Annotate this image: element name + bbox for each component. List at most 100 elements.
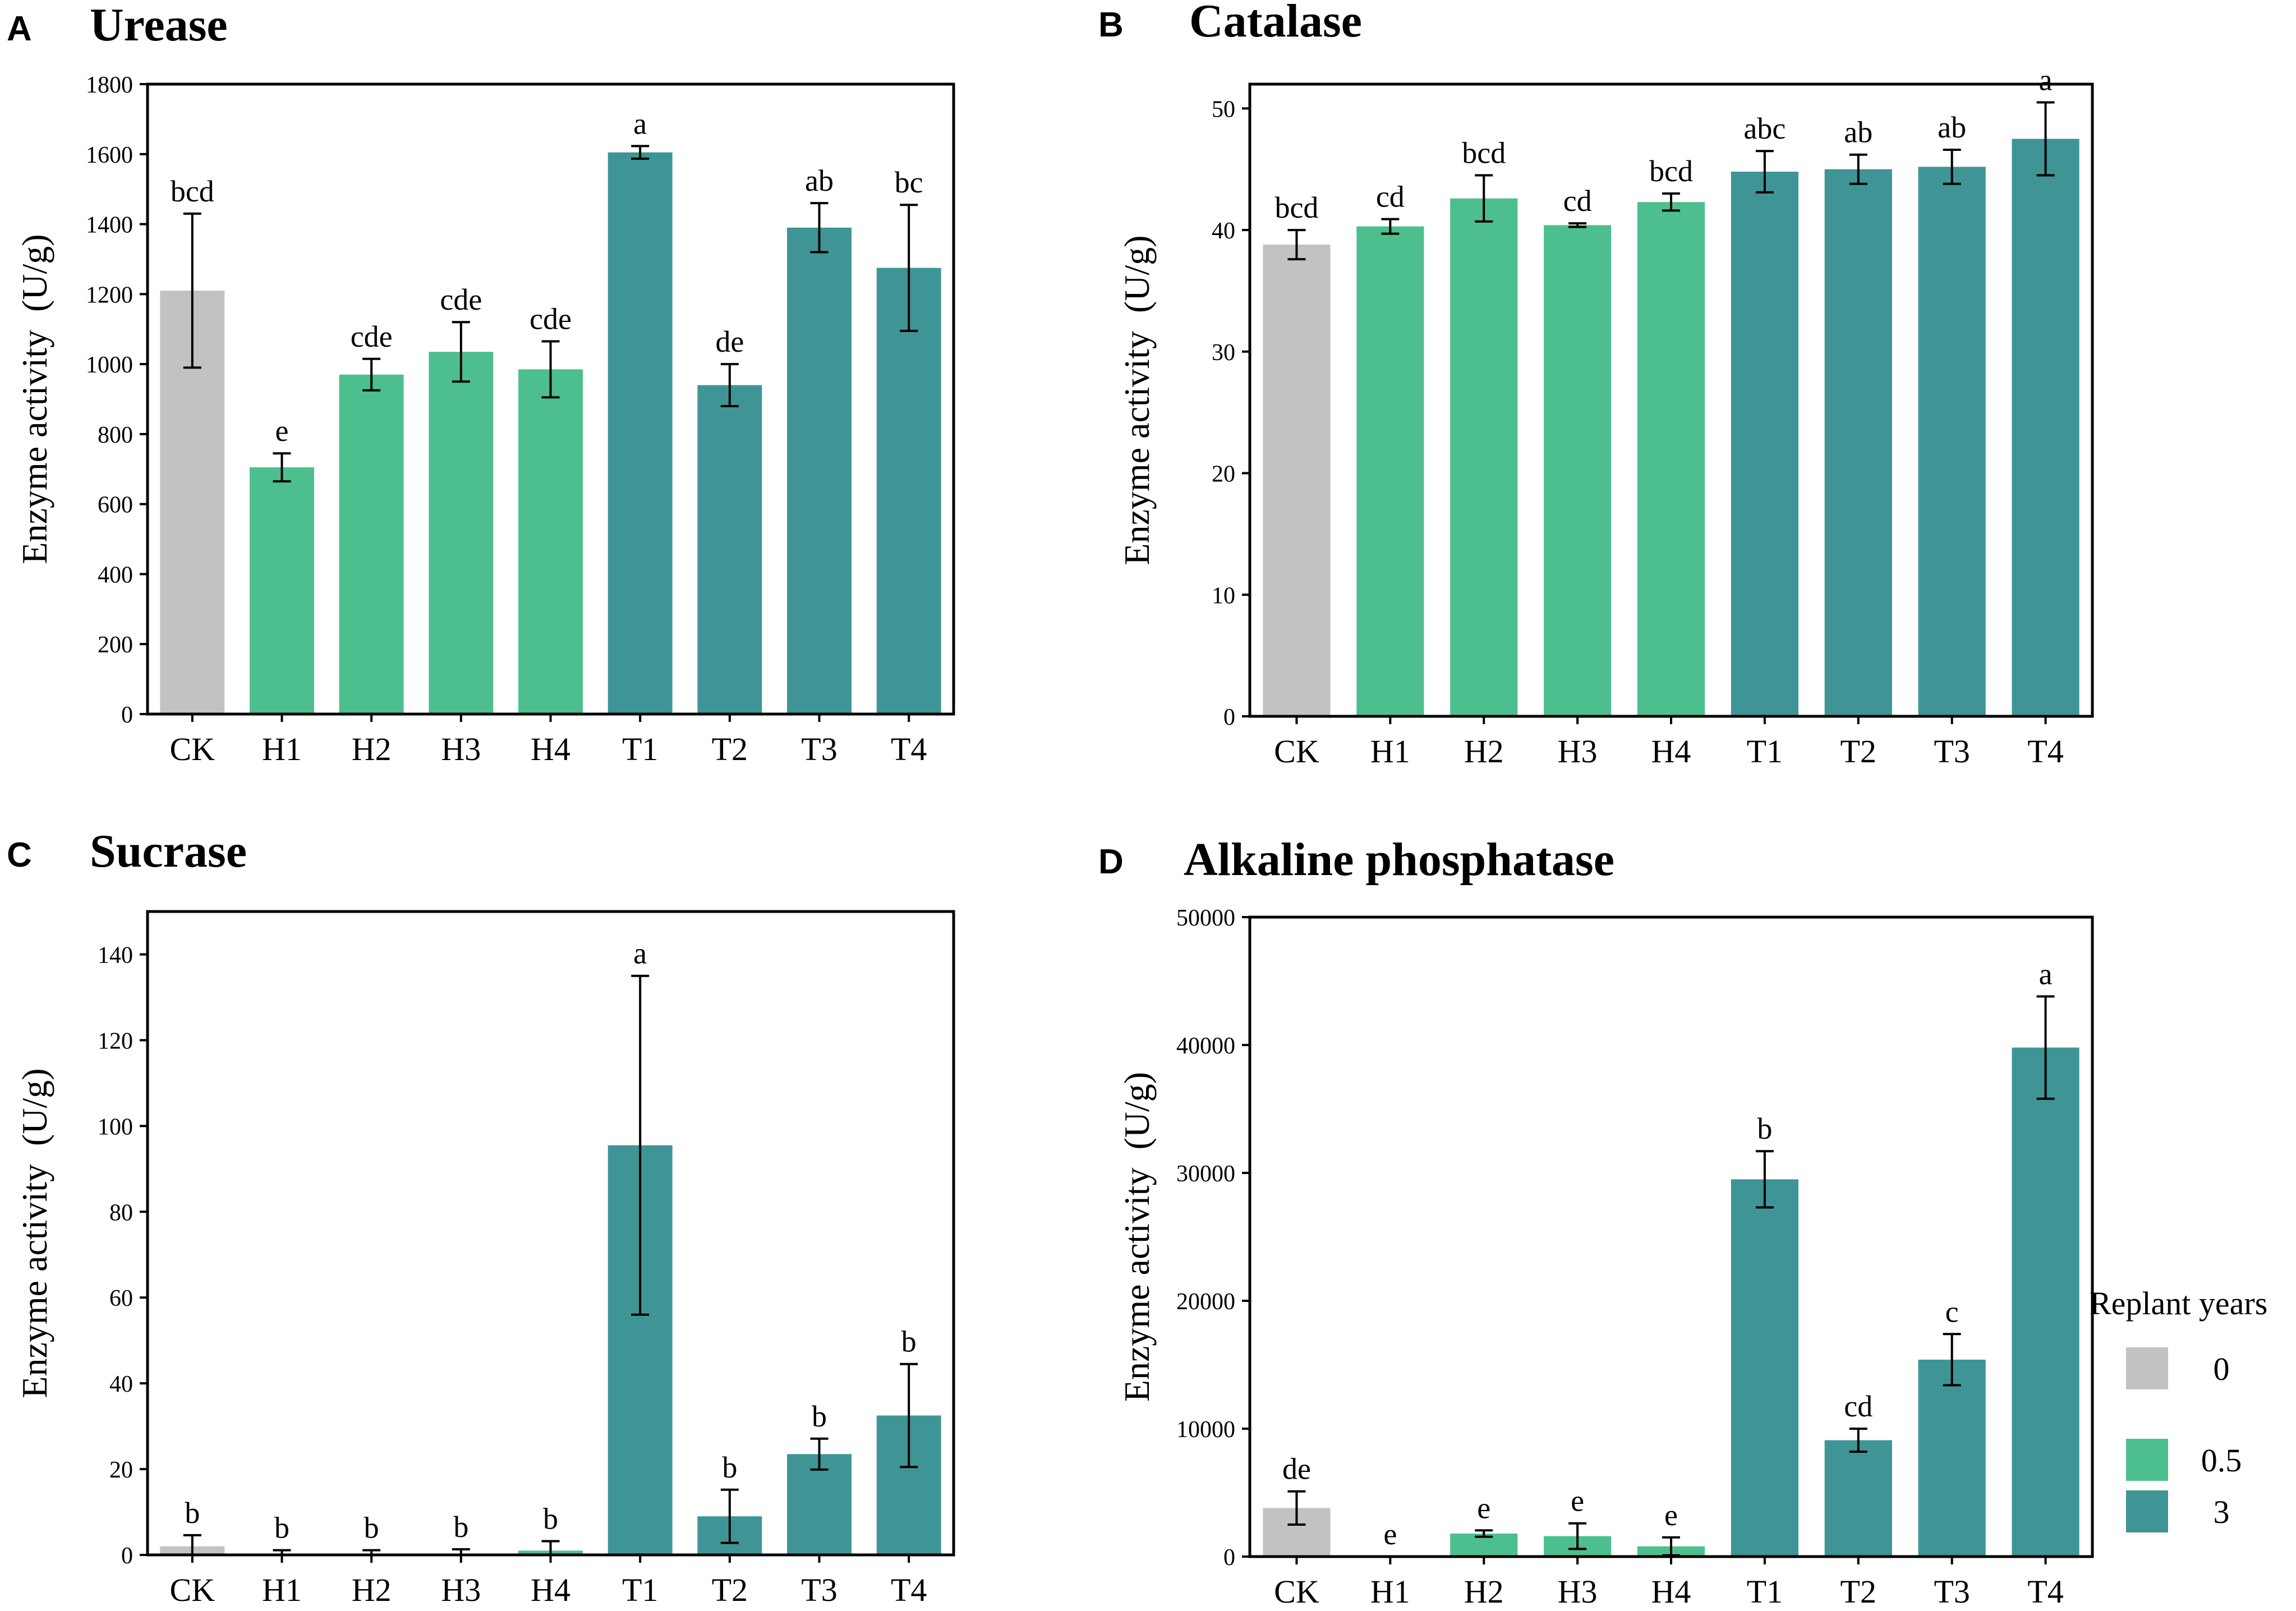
y-tick-label: 50000 [1176, 905, 1235, 931]
significance-label: ab [805, 164, 834, 197]
significance-label: e [1383, 1517, 1397, 1551]
panel-b: B Catalase bcd CK cd H1 bcd H2 cd H3 bcd H4 abc T1 ab T… [1098, 0, 2094, 770]
x-tick-label: T3 [1934, 1573, 1970, 1610]
plot-frame [146, 82, 955, 716]
panel-letter: D [1098, 843, 1124, 881]
legend-swatch [2126, 1347, 2168, 1389]
y-axis-label: Enzyme activity (U/g) [1117, 235, 1157, 565]
y-tick-label: 1400 [86, 213, 133, 238]
x-tick-label: T4 [891, 1572, 927, 1608]
y-tick-label: 0 [1223, 705, 1235, 730]
x-tick-label: T1 [1747, 1573, 1783, 1610]
significance-label: b [812, 1400, 827, 1433]
bar [1544, 225, 1612, 716]
x-tick-label: H2 [352, 1572, 392, 1608]
y-tick-label: 30 [1212, 340, 1235, 366]
y-tick-label: 40000 [1176, 1033, 1235, 1059]
significance-label: b [543, 1502, 558, 1536]
significance-label: b [364, 1511, 379, 1545]
x-tick-label: CK [1274, 1573, 1319, 1610]
x-tick-label: H2 [1464, 733, 1504, 770]
plot-frame [1248, 82, 2094, 718]
significance-label: cd [1376, 180, 1405, 214]
y-tick-label: 400 [98, 562, 133, 588]
y-tick-label: 40 [1212, 218, 1235, 244]
x-tick-label: T4 [2027, 733, 2063, 770]
significance-label: e [1477, 1491, 1490, 1525]
significance-label: ab [1844, 116, 1872, 149]
chart-title: Alkaline phosphatase [1184, 834, 1614, 886]
y-tick-label: 40 [109, 1371, 133, 1397]
legend-title: Replant years [2090, 1285, 2267, 1322]
y-tick-label: 20000 [1176, 1289, 1235, 1315]
y-tick-label: 200 [98, 632, 133, 658]
bar [2012, 139, 2079, 717]
y-tick-label: 600 [98, 492, 133, 518]
bar [697, 385, 762, 714]
y-axis-label: Enzyme activity (U/g) [15, 234, 54, 564]
y-tick-label: 80 [109, 1200, 133, 1226]
legend-label: 0.5 [2201, 1442, 2242, 1479]
significance-label: cde [440, 283, 482, 316]
x-tick-label: T4 [2027, 1573, 2063, 1610]
panel-d: D Alkaline phosphatase de CK e H1 e H2 e H3 e H4 b T1… [1098, 834, 2094, 1610]
bar [1450, 198, 1518, 716]
x-tick-label: T4 [891, 731, 927, 767]
legend-swatch [2126, 1490, 2168, 1532]
y-tick-label: 10 [1212, 583, 1235, 609]
y-tick-label: 60 [109, 1286, 133, 1311]
bar [429, 352, 494, 714]
significance-label: b [722, 1451, 737, 1484]
y-tick-label: 0 [1223, 1545, 1235, 1571]
significance-label: bcd [171, 174, 214, 208]
x-tick-label: H2 [352, 731, 392, 767]
bar [787, 1454, 852, 1555]
y-tick-label: 1800 [86, 72, 133, 98]
x-tick-label: CK [170, 1572, 215, 1608]
y-tick-label: 50 [1212, 96, 1235, 122]
bar [876, 268, 941, 715]
panel-letter: C [7, 836, 32, 874]
x-tick-label: T3 [801, 1572, 837, 1608]
significance-label: bcd [1274, 191, 1318, 224]
bar [1731, 172, 1798, 716]
bar [2012, 1047, 2079, 1557]
significance-label: b [185, 1496, 200, 1530]
x-tick-label: H3 [1558, 733, 1598, 770]
panel-a: A Urease bcd CK e H1 cde H2 cde H3 cde H4 a T1 de T2 ab T… [7, 0, 955, 767]
legend-label: 0 [2214, 1351, 2230, 1387]
significance-label: a [2039, 63, 2053, 97]
significance-label: b [274, 1511, 289, 1545]
panel-letter: B [1098, 6, 1124, 44]
significance-label: abc [1743, 112, 1786, 145]
x-tick-label: H3 [441, 731, 481, 767]
legend-label: 3 [2214, 1494, 2230, 1530]
x-tick-label: T2 [1841, 733, 1876, 770]
y-tick-label: 20 [1212, 462, 1235, 487]
bar [1731, 1179, 1798, 1557]
y-tick-label: 1000 [86, 352, 133, 378]
x-tick-label: T2 [1841, 1573, 1876, 1610]
significance-label: b [901, 1325, 917, 1359]
significance-label: cd [1563, 184, 1592, 218]
significance-label: de [1282, 1452, 1311, 1486]
legend-swatch [2126, 1439, 2168, 1481]
x-tick-label: T3 [801, 731, 837, 767]
x-tick-label: H3 [441, 1572, 481, 1608]
x-tick-label: H1 [1370, 733, 1410, 770]
x-tick-label: T2 [712, 1572, 748, 1608]
y-tick-label: 140 [98, 942, 133, 968]
panel-c: C Sucrase b CK b H1 b H2 b H3 b H4 a T1 b T2 b T3 b T4 0 20 40… [7, 825, 955, 1608]
significance-label: cde [351, 320, 393, 353]
y-tick-label: 1200 [86, 282, 133, 308]
bar [1263, 245, 1331, 717]
plot-frame [146, 910, 955, 1557]
bar [250, 467, 314, 714]
bar [339, 374, 404, 714]
y-axis-label: Enzyme activity (U/g) [15, 1068, 54, 1398]
x-tick-label: H1 [262, 1572, 302, 1608]
bar [1918, 1359, 1986, 1557]
significance-label: bc [895, 165, 923, 199]
y-tick-label: 1600 [86, 142, 133, 168]
x-tick-label: H4 [1651, 1573, 1691, 1610]
